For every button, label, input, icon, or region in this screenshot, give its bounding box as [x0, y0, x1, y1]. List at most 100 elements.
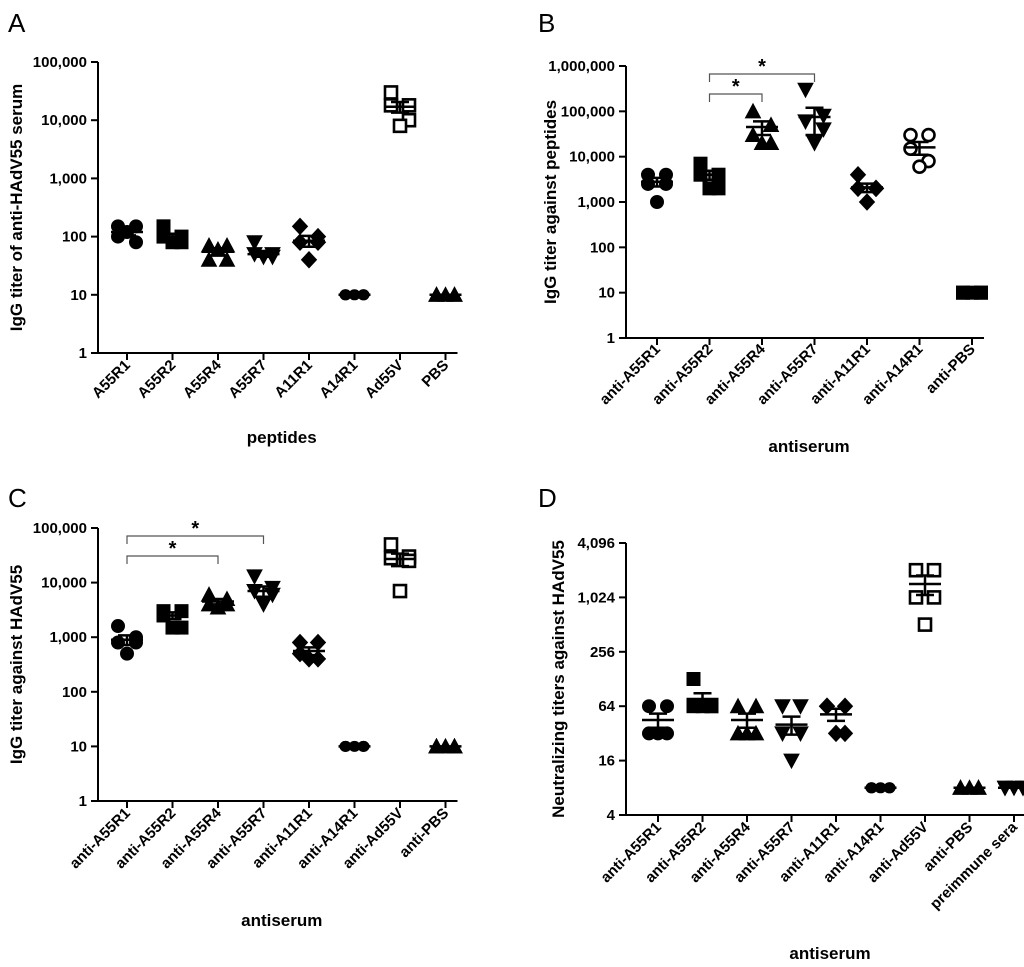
data-point [921, 127, 936, 143]
data-point [827, 724, 845, 743]
data-point [917, 617, 933, 632]
y-tick-label: 4 [607, 807, 616, 824]
data-point [753, 134, 771, 151]
significance-star: * [169, 538, 177, 560]
data-point [797, 82, 814, 99]
chart-svg-c: C 1 10 100 1,000 10,000 100,000 IgG titer again… [7, 483, 463, 930]
data-point [120, 646, 134, 661]
data-group-anti-a11r1 [291, 633, 327, 668]
y-axis-title: Neutralizing titers against HAdV55 [549, 540, 568, 818]
panel-a-chart: A 1 10 100 1,000 10,000 100,000 IgG titer of an… [0, 0, 512, 483]
x-tick-label: A55R2 [134, 357, 179, 402]
data-group-preimmune-sera [996, 780, 1024, 797]
data-point [209, 598, 227, 615]
data-group-a55r1 [111, 219, 143, 250]
x-tick-label: Ad55V [362, 357, 407, 402]
data-point [836, 697, 854, 715]
data-group-anti-a11r1 [818, 697, 854, 743]
significance-bracket [708, 73, 816, 82]
data-group-a14r1 [338, 289, 371, 301]
y-tick-label: 10,000 [569, 149, 615, 166]
panel-letter: A [8, 8, 26, 38]
panel-letter: D [538, 483, 557, 513]
x-tick-label: anti-PBS [396, 805, 452, 861]
data-group-a55r2 [156, 219, 189, 250]
panel-letter: B [538, 8, 555, 38]
y-tick-label: 4,096 [577, 535, 615, 552]
data-point [738, 724, 756, 741]
data-point [747, 697, 765, 714]
data-point [762, 116, 780, 132]
y-tick-label: 100,000 [33, 520, 87, 537]
data-group-pbs [428, 286, 463, 302]
significance-bracket [708, 93, 763, 102]
data-group-anti-a55r2 [686, 672, 719, 714]
y-tick-label: 1,000 [577, 194, 615, 211]
y-tick-label: 100,000 [561, 103, 615, 120]
data-point [255, 597, 272, 613]
data-point [392, 583, 408, 599]
y-tick-label: 1,000 [49, 170, 87, 187]
x-tick-label: A55R1 [89, 357, 134, 402]
data-point [659, 176, 673, 191]
data-group-anti-a55r1 [642, 699, 674, 741]
data-group-anti-a55r4 [729, 697, 765, 741]
data-group-anti-a14r1 [864, 782, 897, 794]
data-group-a55r4 [200, 237, 236, 267]
data-point [111, 635, 125, 650]
data-point [858, 193, 876, 211]
data-point [111, 619, 125, 634]
significance-bracket [126, 535, 265, 544]
panel-c-chart: C 1 10 100 1,000 10,000 100,000 IgG titer again… [0, 483, 512, 966]
data-point [926, 590, 942, 605]
data-group-anti-ad55v [383, 537, 417, 599]
data-point [642, 699, 656, 714]
data-point [165, 620, 180, 635]
data-point [246, 235, 263, 251]
significance-star: * [758, 56, 766, 78]
data-point [129, 635, 143, 650]
panel-letter: C [8, 483, 27, 513]
data-point [383, 537, 399, 552]
data-point [300, 251, 318, 269]
data-point [783, 753, 800, 770]
data-point [806, 136, 823, 152]
y-tick-label: 256 [590, 644, 615, 661]
data-group-anti-a55r4 [200, 586, 236, 615]
y-tick-label: 64 [598, 698, 615, 715]
chart-svg-d: D 4 16 64 256 1,024 4,096 Neutralizing titers a… [538, 483, 1024, 963]
data-point [818, 697, 836, 715]
y-tick-label: 16 [598, 753, 615, 770]
x-tick-label: A11R1 [271, 357, 315, 401]
data-point [744, 102, 762, 119]
data-group-anti-a11r1 [849, 165, 885, 211]
y-tick-label: 1 [79, 345, 87, 362]
data-group-anti-a55r2 [693, 156, 726, 196]
y-tick-label: 10 [70, 287, 87, 304]
data-point [129, 235, 143, 250]
x-tick-label: PBS [418, 357, 452, 391]
x-axis-title: antiserum [241, 911, 322, 930]
chart-svg-b: B 1 10 100 1,000 10,000 100,000 1,000,000 IgG ti… [538, 8, 988, 456]
y-tick-label: 100,000 [33, 54, 87, 71]
significance-bracket [126, 555, 219, 564]
data-point [200, 251, 218, 267]
data-group-anti-a55r7 [246, 569, 281, 613]
y-tick-label: 1,000,000 [548, 58, 615, 75]
chart-svg-a: A 1 10 100 1,000 10,000 100,000 IgG titer of an… [7, 8, 463, 447]
data-group-anti-a14r1 [903, 127, 936, 175]
y-axis-title: IgG titer against peptides [541, 100, 560, 304]
data-group-anti-a55r2 [156, 604, 189, 635]
data-group-anti-a55r1 [641, 167, 673, 209]
data-point [903, 141, 918, 156]
data-group-a11r1 [291, 217, 327, 269]
data-point [383, 85, 399, 100]
data-group-anti-pbs [956, 285, 988, 300]
data-group-anti-a55r7 [774, 699, 809, 770]
y-tick-label: 100 [62, 229, 87, 246]
y-axis-title: IgG titer against HAdV55 [7, 565, 26, 764]
panel-d-chart: D 4 16 64 256 1,024 4,096 Neutralizing titers a… [512, 483, 1024, 966]
data-point [797, 114, 814, 130]
data-point [908, 590, 924, 605]
data-point [702, 181, 717, 196]
